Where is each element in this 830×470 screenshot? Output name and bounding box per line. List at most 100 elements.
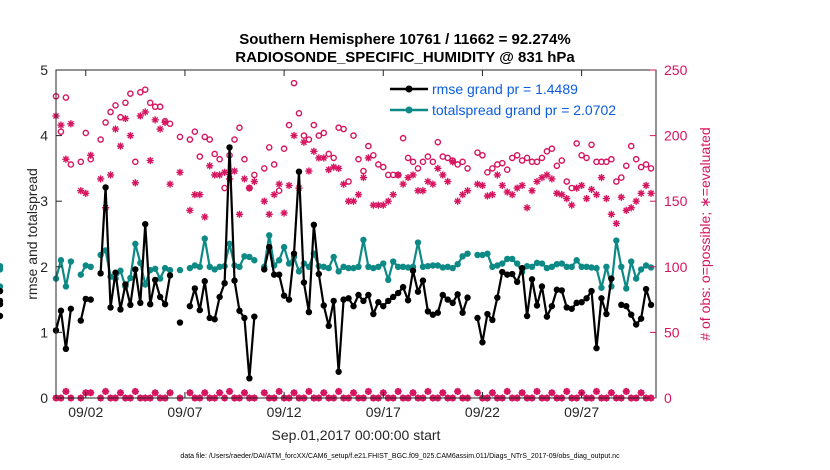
obs-evaluated-point [607,389,615,397]
spread-point [637,266,645,273]
obs-evaluated-point [578,181,586,190]
obs-possible-point [310,121,318,129]
obs-possible-point [603,158,610,166]
obs-evaluated-point [354,191,363,199]
spread-point [593,264,600,272]
obs-evaluated-point [622,387,630,396]
obs-possible-point [588,141,595,149]
obs-evaluated-point [563,387,571,396]
spread-point [553,260,561,268]
rmse-point [161,300,169,308]
obs-possible-point [613,178,620,185]
spread-point [87,263,94,270]
rmse-point [439,291,446,299]
rmse-point [444,296,451,303]
rmse-point [87,296,94,303]
obs-possible-point [236,124,243,132]
obs-possible-point [285,121,293,129]
spread-point [558,260,565,267]
obs-evaluated-point [563,194,571,203]
rmse-point [340,296,347,303]
rmse-point [449,299,456,307]
obs-evaluated-point [429,180,437,188]
rmse-point [206,314,213,322]
obs-evaluated-point [548,175,556,183]
rmse-point [305,308,313,316]
rmse-point [216,293,223,301]
y-right-tick-label: 100 [664,259,688,275]
rmse-point [563,304,570,311]
obs-evaluated-point [335,387,343,396]
obs-possible-point [191,128,199,135]
spread-point [528,263,536,270]
obs-evaluated-point [399,180,407,188]
obs-possible-point [350,132,357,139]
rmse-point [365,291,372,299]
obs-evaluated-point [364,154,372,162]
rmse-line [476,267,613,350]
obs-evaluated-point [151,116,159,124]
obs-evaluated-point [196,191,204,199]
obs-evaluated-point [201,389,209,397]
obs-evaluated-point [424,177,432,186]
obs-evaluated-point [602,194,611,203]
obs-evaluated-point [587,185,596,193]
rmse-point [508,270,516,278]
obs-evaluated-point [280,209,288,217]
spread-point [489,263,496,270]
spread-point [459,253,466,260]
obs-possible-point [479,151,486,159]
obs-possible-point [637,163,645,171]
obs-evaluated-point [533,387,541,396]
rmse-point [375,299,382,306]
rmse-point [380,302,387,310]
obs-evaluated-point [553,189,561,197]
rmse-point [389,293,397,301]
obs-possible-point [127,90,134,97]
obs-possible-point [553,162,561,170]
obs-evaluated-point [57,121,65,129]
obs-evaluated-point [538,173,546,182]
rmse-point [122,281,129,288]
obs-evaluated-point [320,154,328,162]
spread-point [295,268,303,275]
obs-evaluated-point [62,155,70,163]
obs-possible-point [315,132,323,139]
y-right-tick-label: 50 [664,324,680,340]
obs-evaluated-point [379,201,387,209]
spread-point [399,263,407,270]
obs-evaluated-point [622,206,630,214]
plot-area [56,70,656,398]
rmse-point [632,321,640,328]
obs-evaluated-point [349,197,358,205]
obs-evaluated-point [463,187,472,195]
spread-point [583,263,590,270]
rmse-point [226,144,233,151]
y-axis-right-label: # of obs: o=possible; ∗=evaluated [697,127,713,340]
obs-possible-point [112,102,119,109]
rmse-point [325,322,332,330]
obs-evaluated-point [607,210,615,218]
spread-point [513,260,521,267]
rmse-point [479,339,486,346]
spread-point [380,260,387,267]
rmse-point [533,302,541,309]
obs-possible-point [67,161,75,168]
obs-evaluated-point [126,132,134,140]
obs-evaluated-point [488,389,496,397]
spread-point [618,263,625,270]
spread-point [360,236,367,244]
obs-evaluated-point [270,191,278,199]
rmse-point [97,270,104,277]
obs-evaluated-point [121,114,130,123]
y-tick-label: 2 [40,259,48,275]
rmse-point [107,304,114,311]
obs-evaluated-point [439,171,447,179]
obs-possible-point [107,108,114,116]
obs-evaluated-point [285,181,293,190]
rmse-point [320,302,327,309]
obs-possible-point [295,109,303,117]
obs-evaluated-point [260,389,268,397]
spread-point [176,266,184,274]
obs-possible-point [489,165,496,172]
